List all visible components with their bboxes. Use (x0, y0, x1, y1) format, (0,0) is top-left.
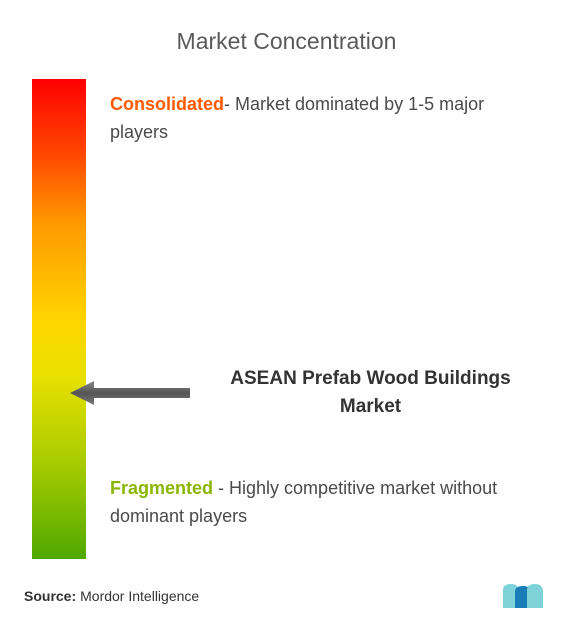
arrow-left-icon (70, 379, 190, 407)
mordor-logo-icon (501, 582, 549, 610)
consolidated-term: Consolidated (110, 94, 224, 114)
concentration-gradient-bar (32, 79, 86, 559)
fragmented-term: Fragmented (110, 478, 213, 498)
title-text: Market Concentration (177, 28, 397, 54)
consolidated-annotation: Consolidated- Market dominated by 1-5 ma… (110, 91, 541, 147)
main-content: Consolidated- Market dominated by 1-5 ma… (24, 79, 549, 569)
fragmented-annotation: Fragmented - Highly competitive market w… (110, 475, 541, 531)
source-label: Source: (24, 588, 76, 604)
page-title: Market Concentration (24, 28, 549, 55)
market-name-label: ASEAN Prefab Wood Buildings Market (190, 365, 541, 420)
footer: Source: Mordor Intelligence (24, 582, 549, 610)
source-attribution: Source: Mordor Intelligence (24, 588, 199, 604)
market-position-marker: ASEAN Prefab Wood Buildings Market (70, 365, 541, 420)
source-value: Mordor Intelligence (80, 588, 199, 604)
annotations-column: Consolidated- Market dominated by 1-5 ma… (86, 79, 549, 559)
